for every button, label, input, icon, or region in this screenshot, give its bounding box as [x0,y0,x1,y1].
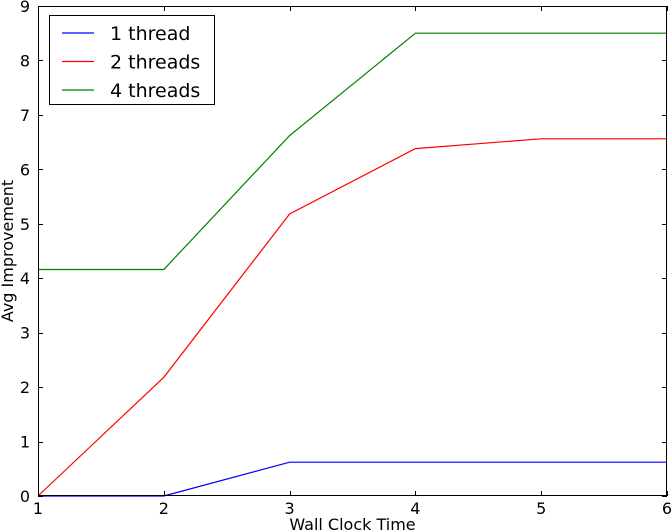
y-tick-label: 1 [20,433,30,452]
y-tick-label: 0 [20,487,30,506]
y-tick-label: 6 [20,160,30,179]
x-tick-label: 4 [410,499,420,518]
y-tick-label: 3 [20,324,30,343]
y-tick-label: 4 [20,269,30,288]
y-tick-label: 9 [20,0,30,16]
x-tick-label: 3 [285,499,295,518]
legend: 1 thread 2 threads 4 threads [49,15,215,105]
y-axis-label: Avg Improvement [0,180,17,322]
legend-label: 4 threads [110,80,200,102]
y-tick-label: 7 [20,106,30,125]
x-tick-label: 1 [33,499,43,518]
x-tick-label: 5 [536,499,546,518]
series-line-2 [37,138,667,497]
x-tick-label: 2 [159,499,169,518]
x-axis-label: Wall Clock Time [289,515,415,532]
y-tick-label: 8 [20,51,30,70]
legend-label: 1 thread [110,23,190,45]
legend-label: 2 threads [110,52,200,74]
y-tick-label: 5 [20,215,30,234]
x-tick-label: 6 [662,499,672,518]
legend-entries: 1 thread 2 threads 4 threads [62,23,200,102]
y-tick-label: 2 [20,378,30,397]
ticks-layer [38,6,668,497]
legend-box [49,15,215,105]
series-line-1 [38,461,667,497]
plot-frame [38,6,667,496]
series-line-3 [38,32,667,271]
